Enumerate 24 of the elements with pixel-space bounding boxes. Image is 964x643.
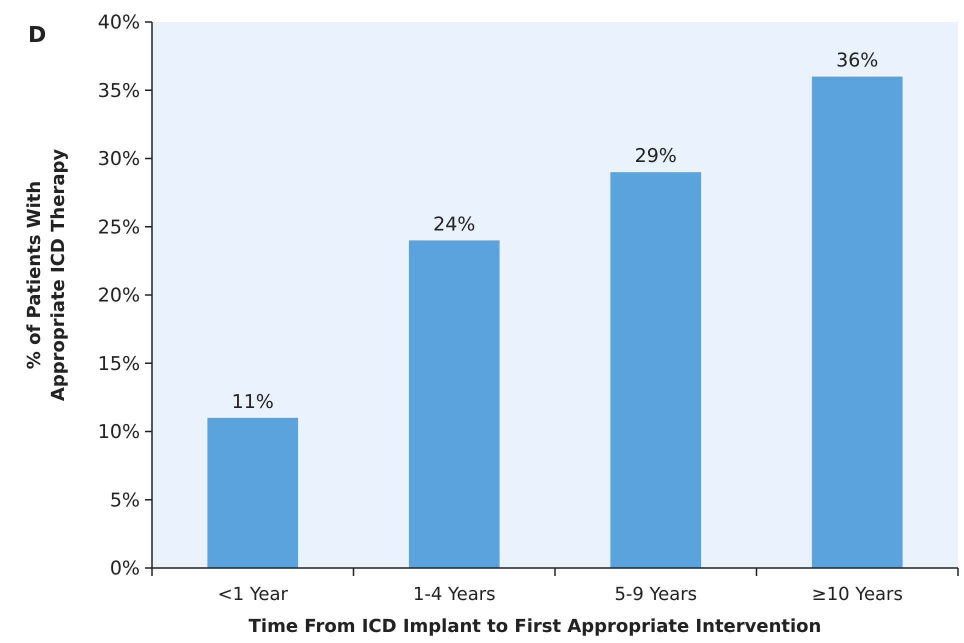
- y-tick-label: 10%: [98, 421, 140, 444]
- data-label: 36%: [836, 50, 878, 72]
- y-tick-label: 15%: [98, 352, 140, 375]
- data-label: 29%: [634, 145, 677, 168]
- y-tick-label: 40%: [98, 12, 140, 34]
- bar: [207, 418, 298, 568]
- bar: [610, 172, 702, 568]
- x-tick-label: 5-9 Years: [614, 584, 698, 605]
- x-tick-label: <1 Year: [218, 584, 289, 605]
- x-tick-label: ≥10 Years: [812, 584, 903, 605]
- y-tick-label: 35%: [98, 80, 140, 102]
- bar: [408, 240, 500, 568]
- y-tick-label: 5%: [110, 489, 140, 512]
- y-tick-label: 20%: [98, 284, 140, 307]
- chart-title: D: [28, 23, 46, 48]
- y-tick-label: 30%: [98, 148, 140, 170]
- y-tick-label: 0%: [110, 558, 140, 580]
- bar: [812, 76, 903, 568]
- x-tick-label: 1-4 Years: [412, 584, 496, 605]
- y-tick-label: 25%: [98, 216, 140, 238]
- x-axis-title: Time From ICD Implant to First Appropriate Intervention: [248, 616, 822, 637]
- data-label: 24%: [433, 213, 476, 236]
- data-label: 11%: [232, 390, 274, 413]
- y-axis-title: % of Patients With Appropriate ICD Therapy: [24, 148, 69, 402]
